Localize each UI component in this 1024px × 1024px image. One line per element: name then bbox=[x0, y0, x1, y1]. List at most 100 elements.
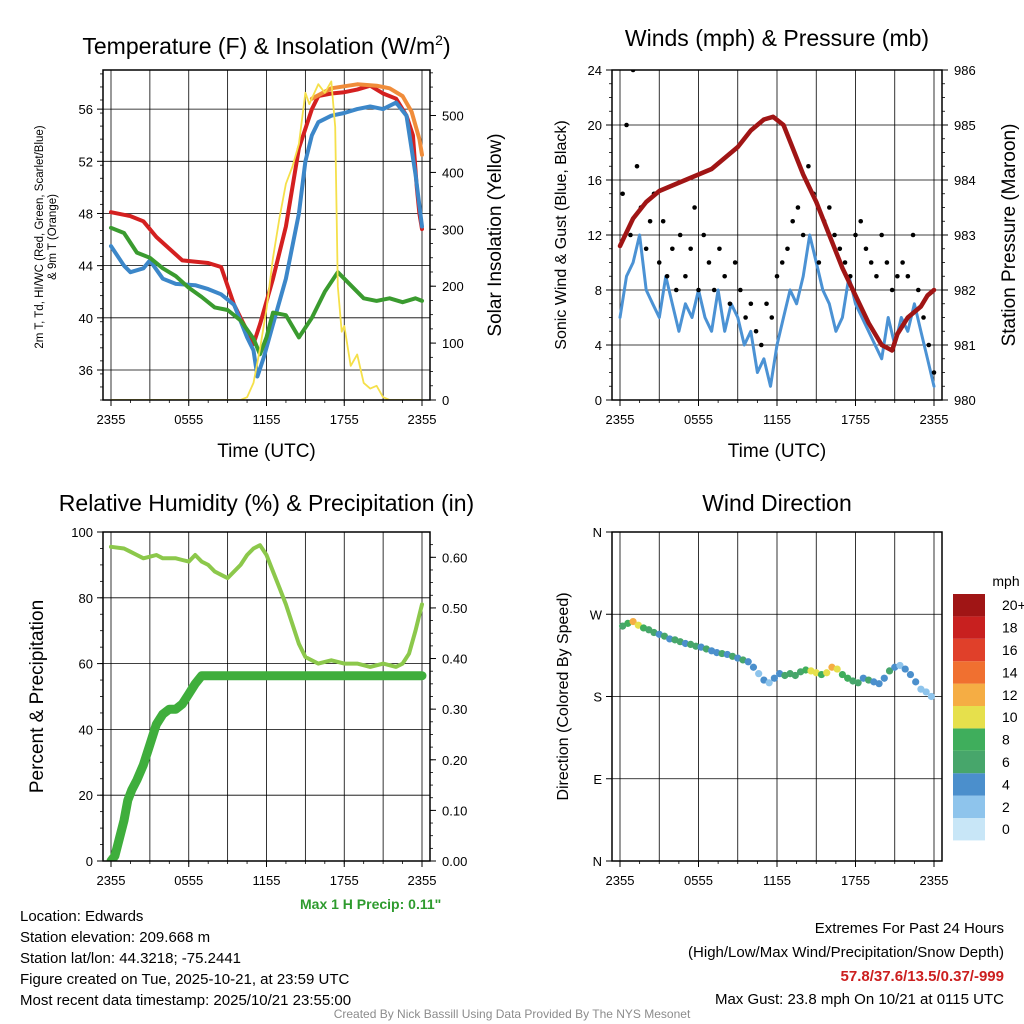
x-tick-label: 0555 bbox=[174, 412, 203, 427]
y2-tick-label: 983 bbox=[954, 228, 976, 243]
x-tick-label: 1155 bbox=[253, 873, 281, 888]
y2-tick-label: 400 bbox=[442, 165, 464, 180]
y-tick-label: 52 bbox=[79, 154, 93, 169]
direction-point bbox=[629, 617, 637, 626]
legend-label: 4 bbox=[1002, 776, 1010, 792]
gust-point bbox=[858, 218, 864, 224]
y-tick-label: 60 bbox=[79, 657, 93, 672]
y2-tick-label: 982 bbox=[954, 283, 976, 298]
x-tick-label: 0555 bbox=[684, 412, 713, 427]
gust-point bbox=[916, 287, 921, 293]
plot-area bbox=[619, 617, 935, 701]
gust-point bbox=[905, 273, 911, 279]
info-location: Location: Edwards bbox=[20, 908, 144, 925]
y-tick-label: 20 bbox=[588, 118, 602, 133]
y-axis-label-line: 2m T, Td, HI/WC (Red, Green, Scarlet/Blu… bbox=[34, 125, 46, 348]
title-end: ) bbox=[443, 33, 451, 59]
title-main: Temperature (F) & Insolation (W/m bbox=[82, 33, 435, 59]
gust-point bbox=[748, 301, 754, 307]
legend-swatch bbox=[953, 773, 985, 796]
y2-tick-label: 200 bbox=[442, 279, 464, 294]
gust-point bbox=[879, 232, 884, 238]
gust-point bbox=[688, 246, 693, 252]
gust-point bbox=[764, 301, 769, 307]
x-tick-label: 1755 bbox=[330, 873, 359, 888]
gust-point bbox=[706, 260, 712, 265]
gust-point bbox=[785, 246, 790, 252]
plot-area bbox=[106, 543, 427, 861]
gust-point bbox=[722, 273, 727, 279]
direction-point bbox=[906, 670, 915, 679]
direction-point bbox=[901, 665, 909, 673]
extremes-title: Extremes For Past 24 Hours bbox=[814, 920, 1004, 937]
legend-swatch bbox=[953, 706, 985, 729]
x-tick-label: 2355 bbox=[920, 873, 949, 888]
gust-point bbox=[832, 232, 837, 238]
chart-temperature: 36 40 44 48 52 56 0 100 200 300 400 500 2355 0555 1155… bbox=[34, 32, 506, 462]
y-tick-label: 8 bbox=[595, 283, 602, 298]
gust-point bbox=[656, 260, 662, 265]
chart-title: Temperature (F) & Insolation (W/m2) bbox=[82, 32, 450, 59]
gust-point bbox=[931, 370, 937, 375]
series-hi-wc bbox=[109, 100, 424, 379]
gust-point bbox=[732, 260, 738, 265]
legend-title: mph bbox=[992, 573, 1019, 589]
y2-tick-label: 0.00 bbox=[442, 854, 467, 869]
gust-point bbox=[696, 287, 701, 293]
y-tick-label: 48 bbox=[79, 206, 93, 221]
legend-swatch bbox=[953, 616, 985, 639]
legend-swatch bbox=[953, 818, 985, 841]
y2-tick-label: 0.50 bbox=[442, 601, 467, 616]
x-tick-label: 2355 bbox=[606, 873, 635, 888]
plot-frame bbox=[611, 69, 943, 401]
gust-point bbox=[837, 246, 843, 252]
legend-label: 20+ bbox=[1002, 597, 1024, 613]
gust-point bbox=[895, 273, 900, 279]
direction-point bbox=[922, 688, 930, 696]
gust-point bbox=[727, 301, 733, 307]
x-tick-label: 1755 bbox=[330, 412, 359, 427]
gust-point bbox=[673, 287, 679, 293]
gust-point bbox=[868, 260, 874, 265]
chart-title: Relative Humidity (%) & Precipitation (i… bbox=[59, 490, 474, 516]
gust-point bbox=[634, 163, 640, 169]
y-tick-label: N bbox=[593, 854, 602, 869]
gust-point bbox=[647, 218, 653, 224]
x-tick-label: 0555 bbox=[684, 873, 713, 888]
y2-tick-label: 0 bbox=[442, 393, 449, 408]
gust-point bbox=[711, 287, 717, 293]
gust-point bbox=[842, 260, 848, 265]
legend-swatch bbox=[953, 728, 985, 751]
y-tick-label: 56 bbox=[79, 102, 93, 117]
legend-label: 10 bbox=[1002, 709, 1018, 725]
credit: Created By Nick Bassill Using Data Provi… bbox=[333, 1007, 691, 1021]
gust-point bbox=[759, 342, 764, 348]
direction-point bbox=[885, 667, 894, 675]
y2-tick-label: 100 bbox=[442, 336, 464, 351]
gust-point bbox=[874, 273, 879, 279]
y2-tick-label: 0.10 bbox=[442, 803, 467, 818]
gust-point bbox=[921, 315, 926, 320]
y-tick-label: 12 bbox=[588, 228, 602, 243]
y-tick-label: E bbox=[593, 772, 602, 787]
gust-point bbox=[692, 205, 697, 210]
y-tick-label: N bbox=[593, 525, 602, 540]
direction-point bbox=[823, 669, 831, 677]
gust-point bbox=[683, 273, 688, 279]
x-tick-label: 2355 bbox=[97, 873, 126, 888]
y-tick-label: 100 bbox=[71, 525, 93, 540]
gust-point bbox=[624, 122, 629, 128]
y2-tick-label: 980 bbox=[954, 393, 976, 408]
y2-tick-label: 986 bbox=[954, 63, 976, 78]
series-9m-t bbox=[309, 82, 424, 157]
gust-point bbox=[853, 232, 858, 238]
extremes-max-gust: Max Gust: 23.8 mph On 10/21 at 0115 UTC bbox=[714, 991, 1004, 1008]
y2-axis-label: Station Pressure (Maroon) bbox=[999, 124, 1020, 347]
info-recent: Most recent data timestamp: 2025/10/21 2… bbox=[20, 992, 352, 1009]
direction-point bbox=[912, 678, 920, 686]
y-axis-label-line: & 9m T (Orange) bbox=[47, 194, 59, 280]
direction-point bbox=[791, 671, 799, 680]
x-tick-label: 0555 bbox=[174, 873, 203, 888]
plot-frame bbox=[102, 69, 431, 401]
